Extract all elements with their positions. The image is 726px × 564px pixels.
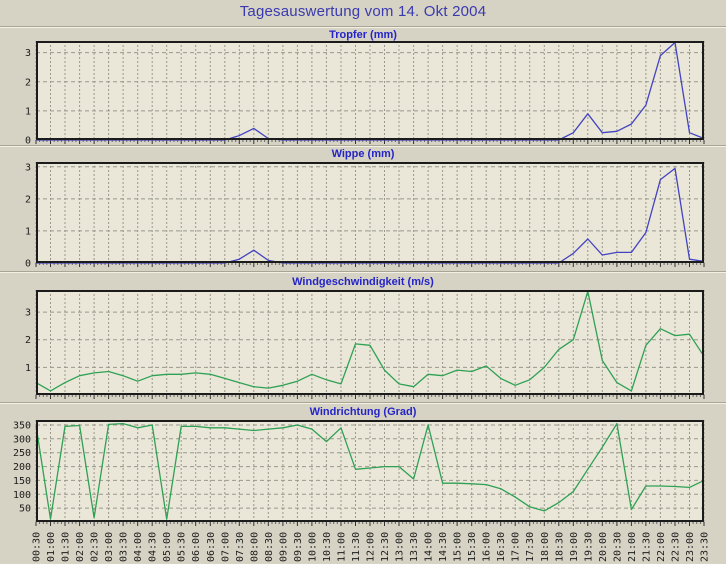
svg-text:02:00: 02:00 bbox=[75, 532, 86, 562]
chart-title-tropfer: Tropfer (mm) bbox=[329, 29, 397, 41]
title-divider bbox=[0, 26, 726, 28]
svg-text:20:00: 20:00 bbox=[598, 532, 609, 562]
chart-plot-tropfer: 0 1 2 3 bbox=[25, 41, 705, 147]
svg-text:01:00: 01:00 bbox=[46, 532, 57, 562]
svg-text:12:00: 12:00 bbox=[366, 532, 377, 562]
svg-text:1: 1 bbox=[25, 106, 31, 117]
svg-text:08:00: 08:00 bbox=[249, 532, 260, 562]
chart-plot-wippe: 0 1 2 3 bbox=[25, 162, 705, 270]
svg-text:22:30: 22:30 bbox=[671, 532, 682, 562]
svg-text:1: 1 bbox=[25, 226, 31, 237]
svg-text:03:00: 03:00 bbox=[104, 532, 115, 562]
svg-text:04:30: 04:30 bbox=[148, 532, 159, 562]
svg-text:07:00: 07:00 bbox=[220, 532, 231, 562]
svg-text:06:00: 06:00 bbox=[191, 532, 202, 562]
svg-text:0: 0 bbox=[25, 136, 31, 147]
svg-text:100: 100 bbox=[13, 490, 31, 501]
svg-text:23:30: 23:30 bbox=[700, 532, 711, 562]
svg-text:09:30: 09:30 bbox=[293, 532, 304, 562]
svg-text:150: 150 bbox=[13, 476, 31, 487]
svg-text:07:30: 07:30 bbox=[235, 532, 246, 562]
svg-text:06:30: 06:30 bbox=[206, 532, 217, 562]
svg-text:13:00: 13:00 bbox=[395, 532, 406, 562]
svg-text:03:30: 03:30 bbox=[119, 532, 130, 562]
svg-text:19:30: 19:30 bbox=[583, 532, 594, 562]
page-title: Tagesauswertung vom 14. Okt 2004 bbox=[239, 3, 487, 20]
svg-text:17:30: 17:30 bbox=[525, 532, 536, 562]
svg-text:10:30: 10:30 bbox=[322, 532, 333, 562]
divider-2 bbox=[0, 271, 726, 273]
chart-title-wippe: Wippe (mm) bbox=[331, 148, 395, 160]
svg-text:12:30: 12:30 bbox=[380, 532, 391, 562]
svg-text:3: 3 bbox=[25, 162, 31, 173]
svg-text:1: 1 bbox=[25, 363, 31, 374]
svg-text:300: 300 bbox=[13, 434, 31, 445]
svg-text:3: 3 bbox=[25, 48, 31, 59]
chart-title-windgeschwindigkeit: Windgeschwindigkeit (m/s) bbox=[292, 276, 434, 288]
chart-plot-windrichtung: 50 100 150 200 250 300 350 bbox=[13, 420, 705, 526]
svg-text:18:00: 18:00 bbox=[540, 532, 551, 562]
svg-text:2: 2 bbox=[25, 335, 31, 346]
svg-text:19:00: 19:00 bbox=[569, 532, 580, 562]
svg-text:18:30: 18:30 bbox=[554, 532, 565, 562]
svg-text:01:30: 01:30 bbox=[61, 532, 72, 562]
svg-text:14:30: 14:30 bbox=[438, 532, 449, 562]
svg-text:2: 2 bbox=[25, 194, 31, 205]
svg-text:20:30: 20:30 bbox=[612, 532, 623, 562]
svg-text:21:00: 21:00 bbox=[627, 532, 638, 562]
divider-1 bbox=[0, 145, 726, 147]
svg-text:11:00: 11:00 bbox=[337, 532, 348, 562]
svg-text:0: 0 bbox=[25, 259, 31, 270]
svg-text:05:00: 05:00 bbox=[162, 532, 173, 562]
svg-text:11:30: 11:30 bbox=[351, 532, 362, 562]
svg-text:50: 50 bbox=[19, 504, 31, 515]
svg-text:3: 3 bbox=[25, 308, 31, 319]
svg-text:21:30: 21:30 bbox=[641, 532, 652, 562]
svg-text:16:00: 16:00 bbox=[482, 532, 493, 562]
svg-text:00:30: 00:30 bbox=[32, 532, 43, 562]
svg-text:2: 2 bbox=[25, 77, 31, 88]
svg-text:14:00: 14:00 bbox=[424, 532, 435, 562]
divider-3 bbox=[0, 402, 726, 404]
svg-text:09:00: 09:00 bbox=[278, 532, 289, 562]
svg-text:04:00: 04:00 bbox=[133, 532, 144, 562]
svg-text:22:00: 22:00 bbox=[656, 532, 667, 562]
svg-text:10:00: 10:00 bbox=[307, 532, 318, 562]
svg-text:16:30: 16:30 bbox=[496, 532, 507, 562]
svg-text:23:00: 23:00 bbox=[685, 532, 696, 562]
svg-text:15:30: 15:30 bbox=[467, 532, 478, 562]
svg-text:200: 200 bbox=[13, 462, 31, 473]
svg-text:05:30: 05:30 bbox=[177, 532, 188, 562]
svg-text:02:30: 02:30 bbox=[90, 532, 101, 562]
x-axis-labels: 00:30 01:00 01:30 02:00 02:30 03:00 03:30 04:00… bbox=[32, 532, 711, 562]
svg-text:13:30: 13:30 bbox=[409, 532, 420, 562]
chart-plot-windgeschwindigkeit: 1 2 3 bbox=[25, 290, 705, 399]
svg-text:15:00: 15:00 bbox=[453, 532, 464, 562]
svg-text:250: 250 bbox=[13, 448, 31, 459]
chart-title-windrichtung: Windrichtung (Grad) bbox=[309, 406, 417, 418]
svg-text:17:00: 17:00 bbox=[511, 532, 522, 562]
svg-text:350: 350 bbox=[13, 421, 31, 432]
svg-text:08:30: 08:30 bbox=[264, 532, 275, 562]
